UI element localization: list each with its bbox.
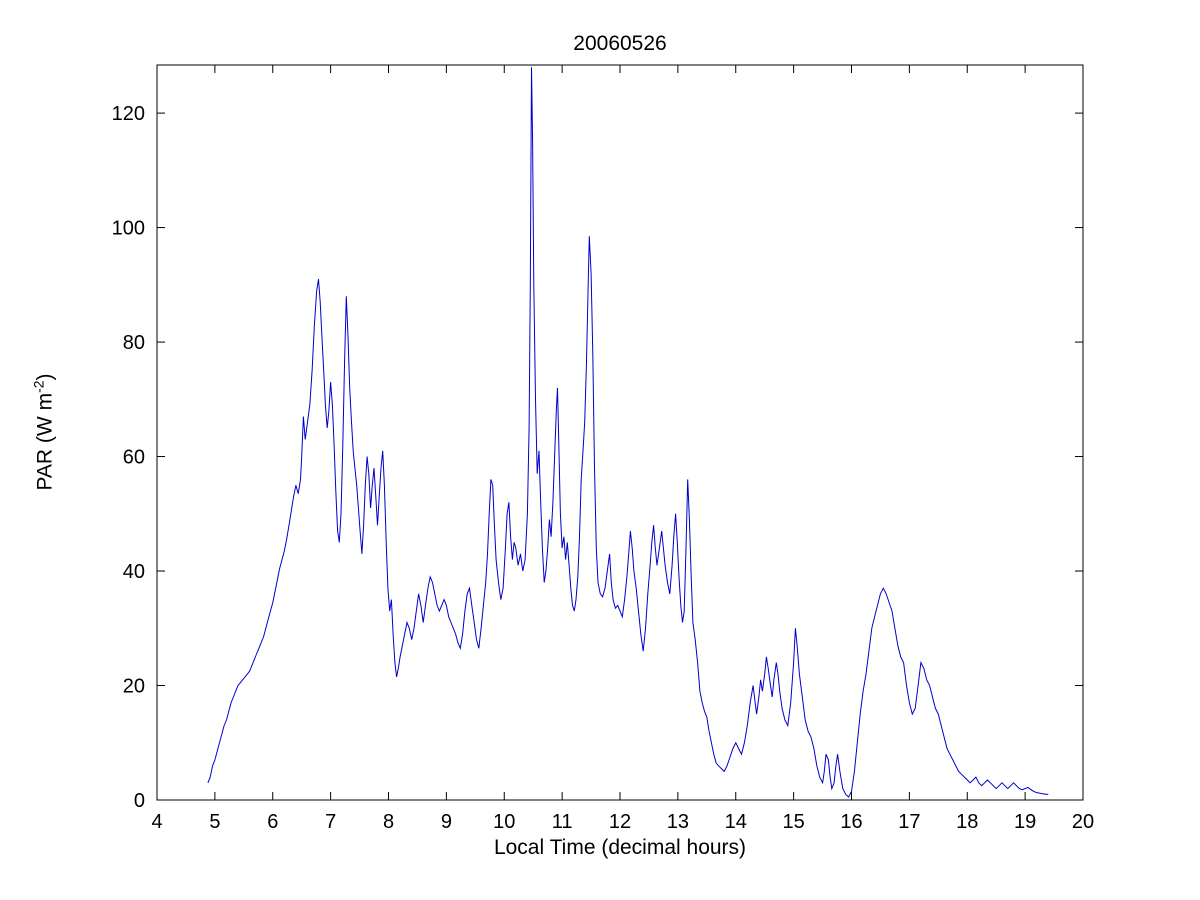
axes bbox=[156, 64, 1084, 801]
y-axis-label-close: ) bbox=[33, 373, 57, 381]
chart-title: 20060526 bbox=[573, 32, 667, 55]
y-tick-label: 80 bbox=[123, 332, 145, 354]
y-tick-label: 0 bbox=[134, 790, 145, 812]
x-tick-label: 12 bbox=[609, 811, 631, 833]
y-tick-label: 20 bbox=[123, 676, 145, 698]
x-tick-label: 16 bbox=[840, 811, 862, 833]
x-axis-label: Local Time (decimal hours) bbox=[493, 836, 747, 859]
x-tick-label: 6 bbox=[267, 811, 278, 833]
x-tick-label: 7 bbox=[325, 811, 336, 833]
tick-marks bbox=[156, 65, 1084, 801]
x-tick-label: 10 bbox=[493, 811, 515, 833]
y-axis-label: PAR (W m-2) bbox=[31, 373, 58, 490]
par-data-line bbox=[207, 67, 1049, 798]
axis-box bbox=[156, 64, 1084, 801]
y-axis-label-base: PAR (W m bbox=[33, 392, 57, 491]
x-tick-label: 5 bbox=[209, 811, 220, 833]
y-tick-label: 100 bbox=[112, 218, 145, 240]
x-tick-label: 4 bbox=[151, 811, 162, 833]
tick-labels: 4 5 6 7 8 9 10 11 12 13 14 15 16 17 18 19 20 0 20 40 60 80 100… bbox=[112, 103, 1095, 833]
y-axis-label-exponent: -2 bbox=[30, 380, 47, 393]
x-tick-label: 9 bbox=[441, 811, 452, 833]
x-tick-label: 15 bbox=[783, 811, 805, 833]
x-tick-label: 13 bbox=[667, 811, 689, 833]
x-tick-label: 20 bbox=[1072, 811, 1094, 833]
x-tick-label: 8 bbox=[383, 811, 394, 833]
y-tick-label: 120 bbox=[112, 103, 145, 125]
x-tick-label: 18 bbox=[956, 811, 978, 833]
y-tick-label: 60 bbox=[123, 447, 145, 469]
x-tick-label: 19 bbox=[1014, 811, 1036, 833]
x-tick-label: 17 bbox=[898, 811, 920, 833]
x-tick-label: 14 bbox=[725, 811, 747, 833]
x-tick-label: 11 bbox=[552, 811, 573, 833]
y-tick-label: 40 bbox=[123, 561, 145, 583]
